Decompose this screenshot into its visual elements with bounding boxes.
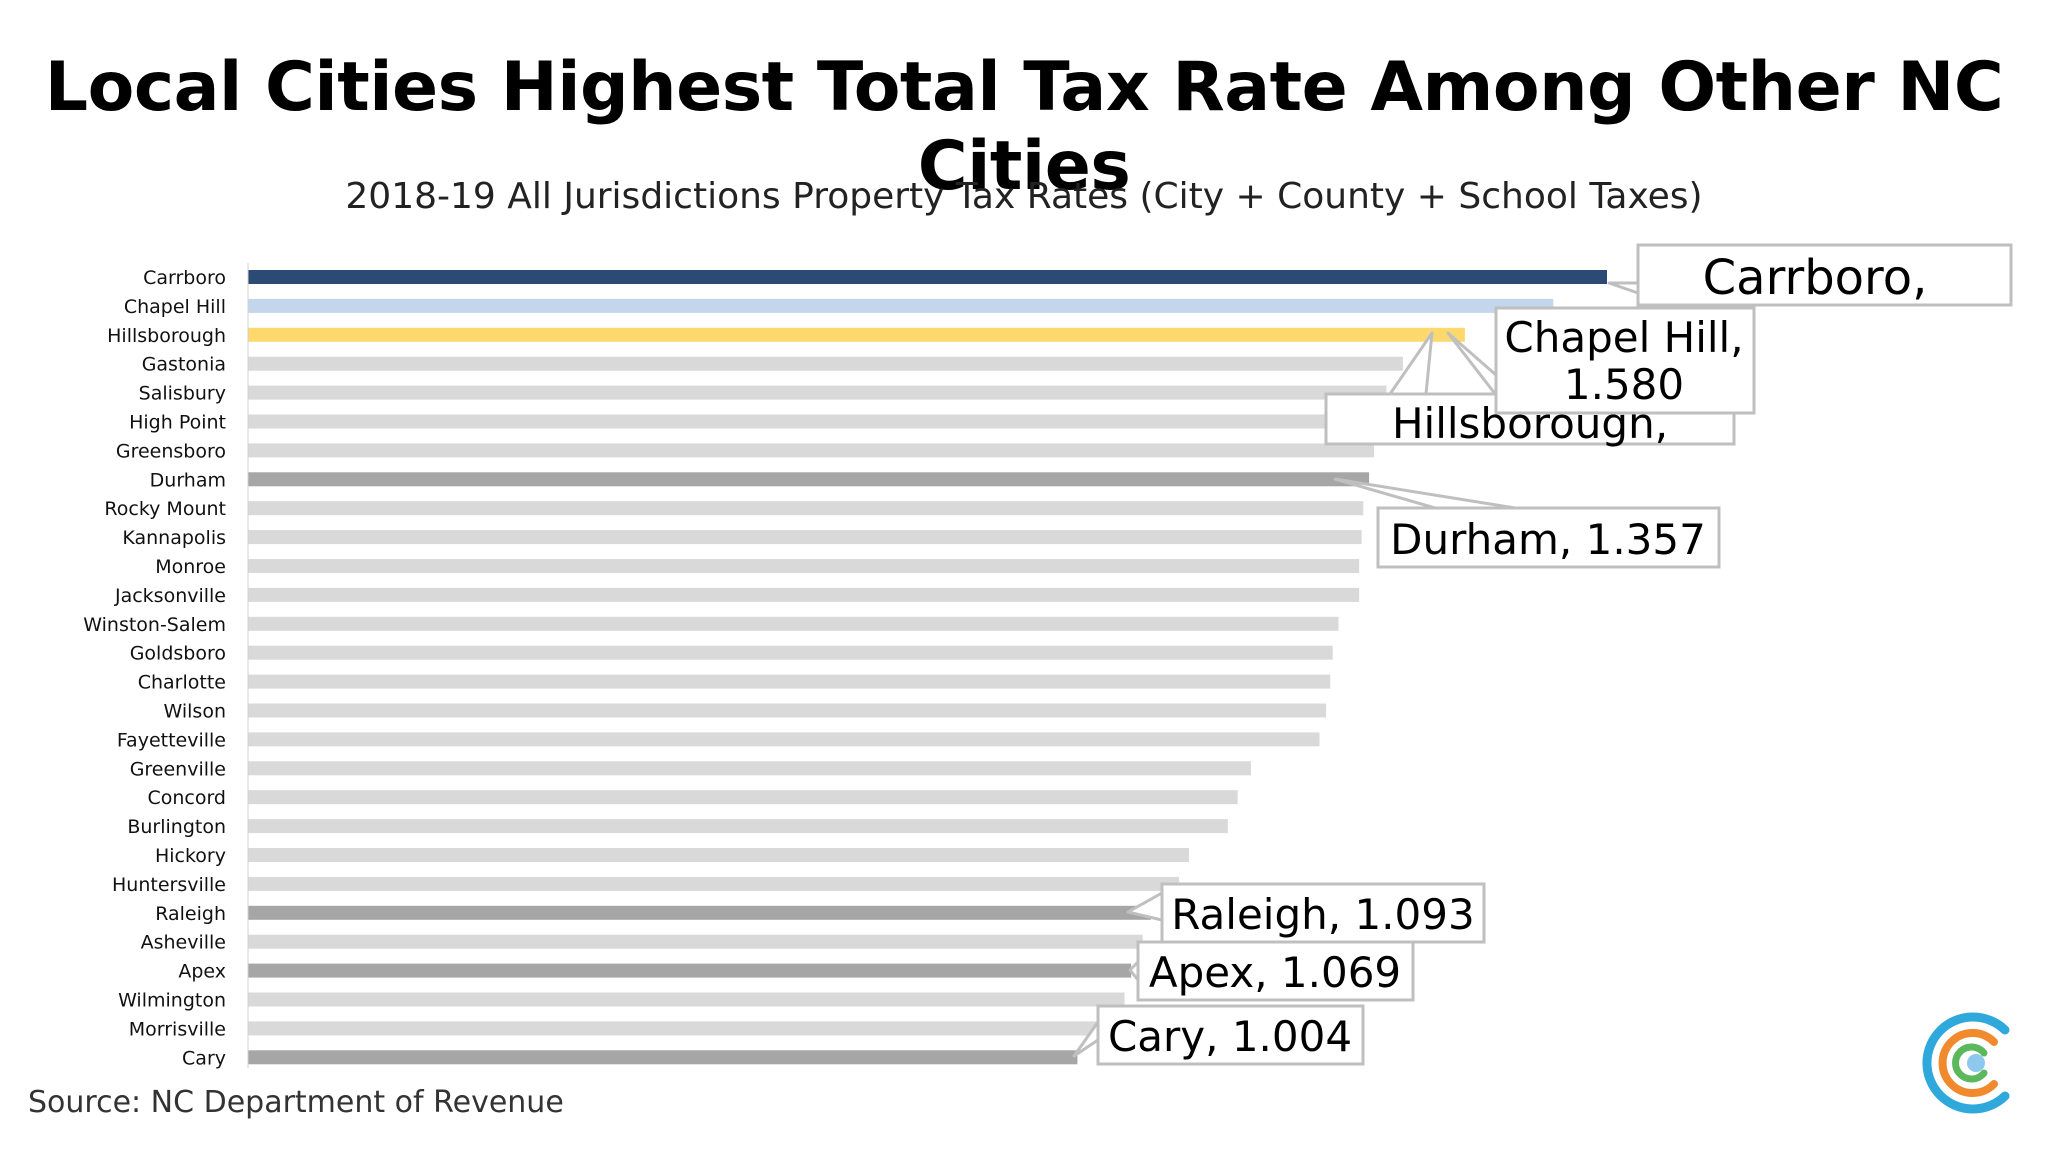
category-label-charlotte: Charlotte [138,672,226,694]
callout-label: Apex, 1.069 [1149,948,1401,997]
category-label-chapel-hill: Chapel Hill [124,296,226,318]
bar-durham [248,472,1370,487]
data-callout-raleigh: Raleigh, 1.093 [1126,882,1486,944]
category-label-huntersville: Huntersville [112,874,226,896]
page-title: Local Cities Highest Total Tax Rate Amon… [44,48,2004,206]
category-label-rocky-mount: Rocky Mount [104,498,226,520]
bar-burlington [248,819,1228,834]
category-label-jacksonville: Jacksonville [114,585,226,607]
bar-high-point [248,414,1380,429]
category-label-durham: Durham [150,469,226,491]
category-label-hickory: Hickory [155,845,226,867]
category-label-kannapolis: Kannapolis [122,527,226,549]
category-label-salisbury: Salisbury [139,383,226,405]
callout-fill [1498,310,1752,411]
category-label-wilson: Wilson [164,701,227,723]
bar-kannapolis [248,530,1362,545]
category-label-burlington: Burlington [127,816,226,838]
bar-apex [248,963,1132,978]
category-label-asheville: Asheville [141,932,226,954]
category-label-greensboro: Greensboro [116,440,226,462]
category-label-wilmington: Wilmington [118,990,226,1012]
callout-fill [1140,944,1411,998]
bar-carrboro [248,270,1607,284]
category-label-hillsborough: Hillsborough [107,325,226,347]
bar-charlotte [248,674,1331,689]
callout-fill [1640,247,2009,303]
bar-greenville [248,761,1251,776]
data-callout-durham: Durham, 1.357 [1333,477,1721,569]
bar-hickory [248,848,1189,862]
category-label-concord: Concord [147,787,226,809]
bar-gastonia [248,356,1403,371]
bar-chapel-hill [248,298,1554,313]
category-label-carrboro: Carrboro [143,267,226,289]
data-callout-chapel-hill: Chapel Hill,1.580 [1446,306,1756,415]
callout-label: Cary, 1.004 [1108,1012,1352,1061]
category-label-apex: Apex [178,961,226,983]
bar-salisbury [248,385,1387,400]
bar-raleigh [248,905,1151,920]
bar-fayetteville [248,732,1320,747]
category-label-monroe: Monroe [155,556,226,578]
callout-label: Carrboro, [1703,250,1928,306]
concentric-c-logo-icon [1922,1012,2010,1114]
callout-label: Durham, 1.357 [1390,515,1706,564]
bar-morrisville [248,1021,1101,1036]
bar-winston-salem [248,616,1339,631]
bar-monroe [248,559,1360,573]
callout-fill [1380,510,1717,565]
category-label-high-point: High Point [129,412,226,434]
bar-wilmington [248,992,1125,1007]
callout-label: Chapel Hill, [1504,313,1743,362]
category-label-goldsboro: Goldsboro [130,643,226,665]
callout-fill [1164,886,1482,940]
bar-cary [248,1050,1078,1065]
category-label-cary: Cary [182,1047,226,1069]
callout-fill [1100,1008,1361,1062]
chart-subtitle: 2018-19 All Jurisdictions Property Tax R… [345,176,1703,217]
bar-concord [248,790,1238,805]
category-label-raleigh: Raleigh [155,903,226,925]
category-label-gastonia: Gastonia [142,354,226,376]
bar-goldsboro [248,645,1333,660]
callout-pointer [1446,331,1498,397]
callout-label: 1.580 [1564,360,1684,409]
data-callout-apex: Apex, 1.069 [1128,940,1415,1002]
callout-pointer [1607,281,1640,295]
category-label-greenville: Greenville [130,758,226,780]
bar-rocky-mount [248,501,1364,516]
data-callout-cary: Cary, 1.004 [1072,1004,1365,1066]
bar-hillsborough [248,327,1465,342]
bar-asheville [248,934,1143,949]
category-label-winston-salem: Winston-Salem [83,614,226,636]
bar-jacksonville [248,587,1360,602]
source-note: Source: NC Department of Revenue [28,1085,564,1120]
data-callout-carrboro: Carrboro, [1607,243,2013,307]
bar-greensboro [248,443,1375,458]
category-label-morrisville: Morrisville [129,1018,226,1040]
callout-label: Raleigh, 1.093 [1171,890,1474,939]
bar-huntersville [248,876,1180,891]
category-label-fayetteville: Fayetteville [117,729,226,751]
bar-wilson [248,703,1327,718]
